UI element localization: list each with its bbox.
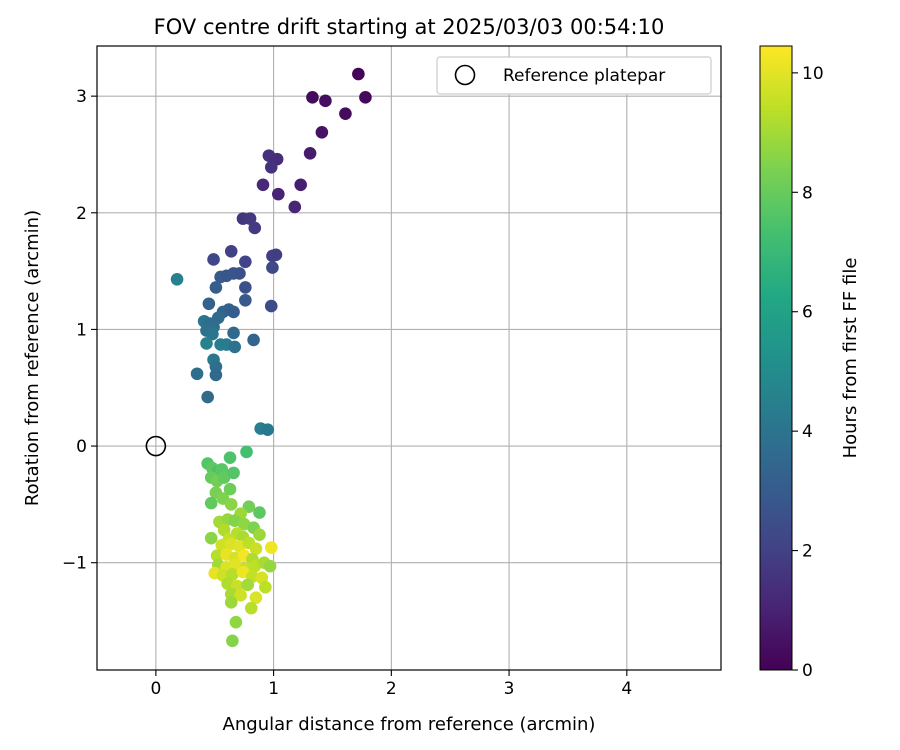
scatter-point [239, 281, 252, 294]
scatter-point [223, 482, 237, 496]
scatter-point [217, 471, 231, 484]
colorbar-tick-label: 8 [802, 183, 813, 203]
scatter-point [239, 255, 252, 269]
scatter-point [339, 107, 352, 120]
scatter-point [303, 147, 317, 160]
colorbar-label: Hours from first FF file [840, 258, 861, 459]
scatter-point [204, 496, 218, 510]
colorbar-tick-label: 10 [802, 64, 824, 84]
grid-lines [97, 46, 721, 670]
scatter-point [227, 326, 240, 340]
y-tick-label: 0 [76, 437, 87, 457]
scatter-point [319, 94, 332, 108]
scatter-point [226, 634, 239, 648]
scatter-point [256, 178, 270, 192]
x-axis-ticks: 0 1 2 3 4 [150, 670, 632, 699]
scatter-point [264, 299, 278, 313]
scatter-point [359, 91, 372, 104]
scatter-point [247, 333, 260, 347]
reference-platepar-marker [145, 435, 167, 457]
scatter-point [229, 615, 243, 629]
scatter-point [201, 390, 214, 404]
scatter-point [266, 261, 279, 274]
scatter-point [249, 591, 263, 604]
scatter-point [253, 528, 266, 542]
x-tick-label: 2 [386, 679, 397, 699]
legend: Reference platepar [436, 56, 712, 95]
scatter-point [253, 506, 266, 519]
scatter-point [239, 293, 252, 307]
scatter-point [259, 580, 272, 594]
scatter-point [170, 272, 184, 286]
scatter-point [269, 248, 283, 262]
scatter-point [220, 269, 233, 283]
chart-title: FOV centre drift starting at 2025/03/03 … [154, 15, 665, 39]
colorbar-tick-label: 2 [802, 542, 813, 562]
scatter-point [306, 91, 319, 104]
scatter-point [227, 305, 240, 319]
scatter-point [215, 538, 229, 552]
scatter-point [217, 523, 231, 537]
scatter-point [248, 221, 262, 235]
scatter-point [263, 559, 277, 573]
scatter-point [227, 466, 240, 480]
y-tick-label: −1 [62, 554, 87, 574]
x-tick-label: 4 [621, 679, 632, 699]
colorbar: 0 2 4 6 8 10 Hours from first FF file [759, 45, 861, 681]
x-tick-label: 0 [150, 679, 161, 699]
y-tick-label: 3 [76, 87, 87, 107]
scatter-point [242, 500, 256, 514]
scatter-point [221, 577, 234, 590]
y-axis-ticks: −1 0 1 2 3 [62, 87, 97, 574]
scatter-point [206, 327, 219, 341]
scatter-point [315, 126, 329, 139]
scatter-point [224, 596, 238, 609]
colorbar-ticks: 0 2 4 6 8 10 [792, 64, 824, 681]
legend-label: Reference platepar [503, 66, 665, 86]
scatter-point [261, 423, 275, 437]
scatter-point [202, 297, 216, 311]
scatter-point [211, 311, 225, 325]
scatter-point [241, 578, 255, 592]
scatter-point [226, 568, 239, 581]
legend-open-circle-marker [454, 64, 476, 86]
scatter-point [224, 498, 238, 511]
scatter-point [204, 531, 218, 545]
scatter-point [190, 367, 204, 381]
scatter-point [209, 281, 223, 294]
scatter-point [209, 368, 223, 382]
scatter-point [264, 161, 278, 174]
scatter-point [244, 601, 258, 615]
scatter-point [288, 200, 302, 214]
y-tick-label: 1 [76, 320, 87, 340]
x-tick-label: 3 [504, 679, 515, 699]
colorbar-tick-label: 4 [802, 422, 813, 442]
scatter-points [170, 67, 372, 648]
x-axis-label: Angular distance from reference (arcmin) [223, 714, 596, 735]
x-tick-label: 1 [268, 679, 279, 699]
colorbar-tick-label: 0 [802, 661, 813, 681]
scatter-point [272, 187, 285, 201]
scatter-point [207, 253, 220, 266]
scatter-point [352, 67, 365, 81]
scatter-point [294, 178, 307, 192]
scatter-point [236, 565, 250, 579]
scatter-point [223, 451, 237, 465]
colorbar-gradient [759, 45, 793, 671]
scatter-point [224, 244, 238, 258]
scatter-point [228, 340, 242, 354]
legend-box [436, 56, 712, 95]
scatter-point [243, 212, 257, 225]
scatter-point [234, 589, 247, 602]
scatter-point [264, 541, 278, 554]
scatter-point [200, 337, 213, 350]
y-tick-label: 2 [76, 204, 87, 224]
scatter-point [210, 549, 224, 562]
scatter-point [249, 542, 263, 555]
colorbar-tick-label: 6 [802, 303, 813, 323]
scatter-point [240, 445, 253, 459]
y-axis-label: Rotation from reference (arcmin) [22, 210, 43, 506]
plot-frame [96, 45, 722, 671]
